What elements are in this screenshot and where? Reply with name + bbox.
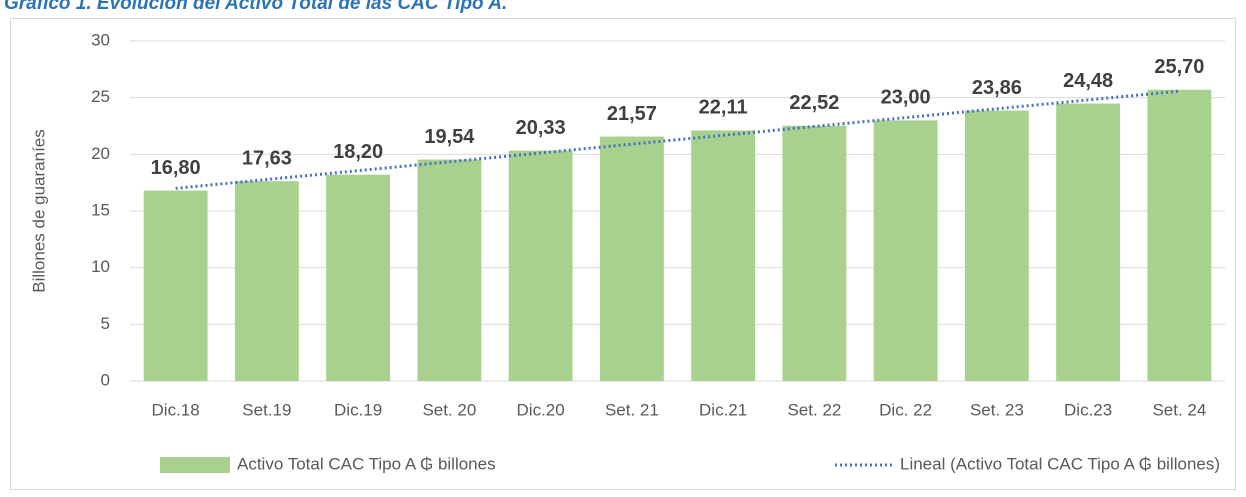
x-tick-label: Dic.18 — [152, 400, 200, 419]
data-label: 17,63 — [242, 147, 292, 169]
data-label: 25,70 — [1154, 56, 1204, 78]
bar — [326, 174, 391, 381]
data-label: 22,52 — [789, 92, 839, 114]
x-tick-label: Set. 20 — [422, 400, 476, 419]
x-tick-label: Set. 24 — [1152, 400, 1206, 419]
data-label: 22,11 — [699, 97, 748, 119]
x-tick-label: Set. 22 — [787, 400, 841, 419]
y-tick-label: 25 — [91, 87, 110, 106]
x-tick-label: Dic.23 — [1064, 400, 1112, 419]
bar — [873, 120, 938, 381]
y-axis-label: Billones de guaraníes — [29, 129, 48, 293]
bar — [417, 159, 482, 381]
y-tick-label: 15 — [91, 200, 110, 219]
x-tick-label: Dic.21 — [699, 400, 747, 419]
data-label: 16,80 — [151, 157, 201, 179]
bar — [1147, 89, 1212, 381]
bar — [599, 136, 664, 381]
data-label: 23,86 — [972, 77, 1022, 99]
y-tick-label: 10 — [91, 257, 110, 276]
data-label: 20,33 — [516, 117, 566, 139]
y-tick-label: 5 — [101, 314, 110, 333]
bar — [691, 130, 756, 381]
data-label: 21,57 — [607, 103, 657, 125]
data-label: 24,48 — [1063, 70, 1113, 92]
x-tick-label: Set.19 — [242, 400, 291, 419]
x-tick-label: Set. 23 — [970, 400, 1024, 419]
bar — [782, 125, 847, 381]
legend-swatch — [160, 457, 230, 473]
data-label: 18,20 — [333, 141, 383, 163]
y-tick-label: 30 — [91, 30, 110, 49]
data-label: 23,00 — [881, 87, 931, 109]
bar — [964, 110, 1029, 381]
x-tick-label: Dic.20 — [517, 400, 565, 419]
y-tick-label: 0 — [101, 370, 110, 389]
bar — [1056, 103, 1121, 381]
bar — [143, 190, 208, 381]
bar — [508, 150, 573, 381]
legend-label: Lineal (Activo Total CAC Tipo A ₲ billon… — [900, 454, 1220, 473]
y-tick-label: 20 — [91, 144, 110, 163]
chart-title: Gráfico 1. Evolución del Activo Total de… — [4, 0, 507, 14]
x-tick-label: Set. 21 — [605, 400, 659, 419]
bar — [234, 181, 299, 381]
x-tick-label: Dic. 22 — [879, 400, 932, 419]
trend-line — [175, 89, 1180, 190]
x-tick-label: Dic.19 — [334, 400, 382, 419]
data-label: 19,54 — [424, 126, 475, 148]
legend-label: Activo Total CAC Tipo A ₲ billones — [237, 454, 496, 473]
